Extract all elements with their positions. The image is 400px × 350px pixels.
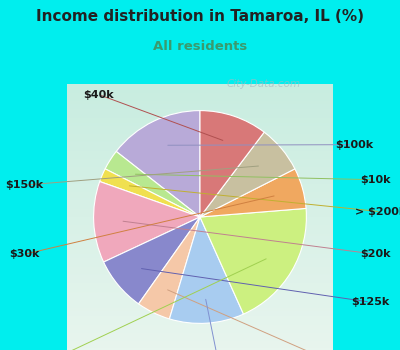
Text: $125k: $125k <box>351 297 389 307</box>
Wedge shape <box>94 182 200 262</box>
Wedge shape <box>100 169 200 217</box>
Wedge shape <box>200 208 306 314</box>
Wedge shape <box>200 111 264 217</box>
Wedge shape <box>116 111 200 217</box>
Wedge shape <box>200 132 295 217</box>
Wedge shape <box>138 217 200 319</box>
Text: $10k: $10k <box>360 175 391 185</box>
Text: $150k: $150k <box>5 180 44 190</box>
Wedge shape <box>170 217 244 323</box>
Text: $40k: $40k <box>84 90 114 100</box>
Text: All residents: All residents <box>153 40 247 53</box>
Text: Income distribution in Tamaroa, IL (%): Income distribution in Tamaroa, IL (%) <box>36 9 364 24</box>
Wedge shape <box>105 152 200 217</box>
Text: City-Data.com: City-Data.com <box>227 79 301 89</box>
Text: $20k: $20k <box>360 249 391 259</box>
Text: $100k: $100k <box>335 140 373 150</box>
Wedge shape <box>200 169 306 217</box>
Text: > $200k: > $200k <box>355 207 400 217</box>
Wedge shape <box>104 217 200 304</box>
Text: $30k: $30k <box>9 249 40 259</box>
